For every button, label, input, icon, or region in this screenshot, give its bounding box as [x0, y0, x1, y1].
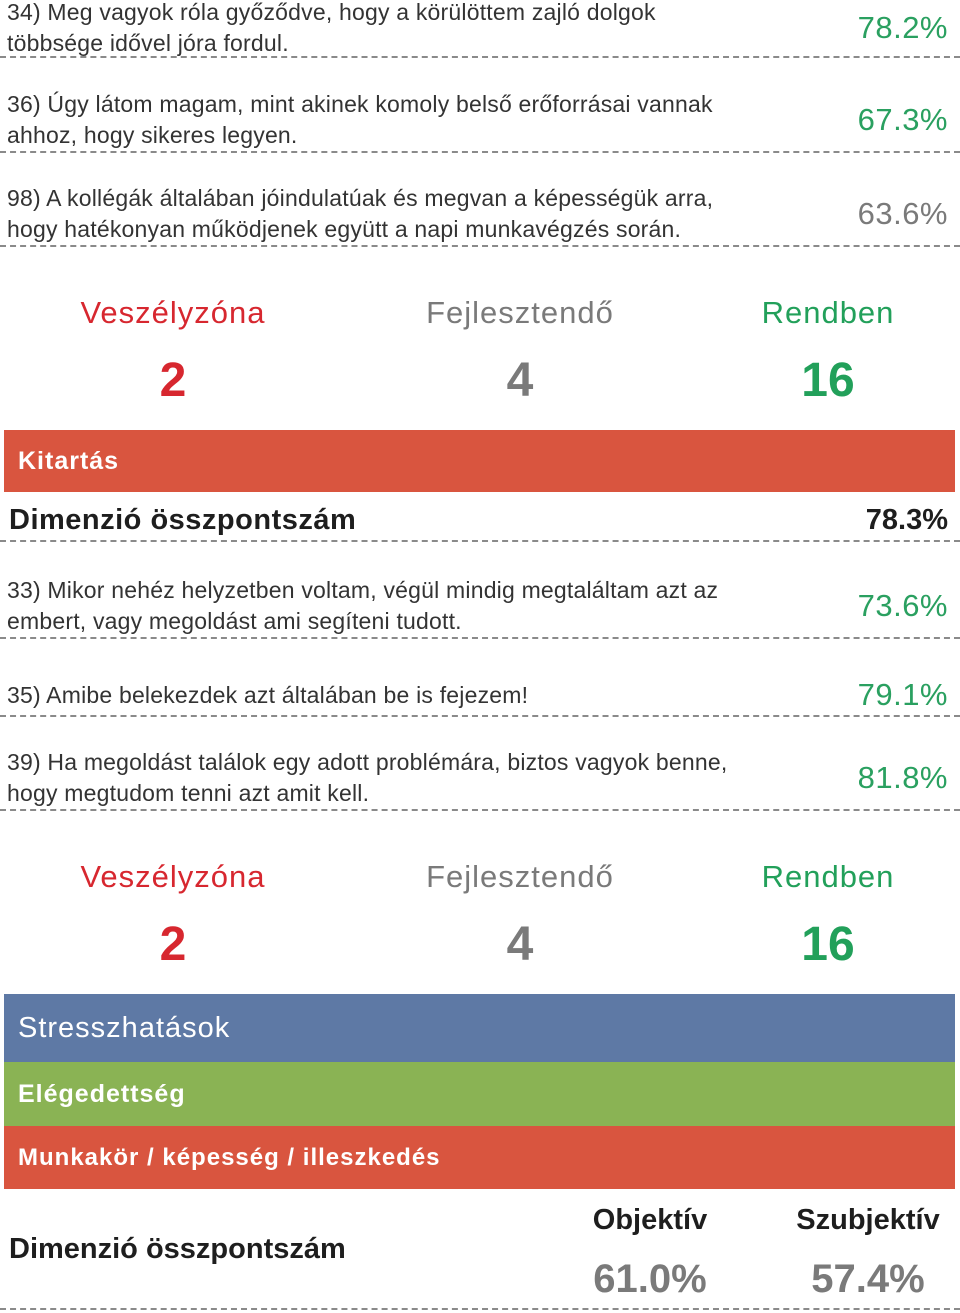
ok-zone: Rendben 16 [678, 295, 960, 408]
subjective-label: Szubjektív [796, 1204, 940, 1236]
question-text: 33) Mikor nehéz helyzetben voltam, végül… [7, 577, 719, 634]
question-row: 34) Meg vagyok róla győződve, hogy a kör… [0, 0, 960, 58]
ok-zone-count: 16 [801, 918, 855, 971]
dimension-score-row: Dimenzió összpontszám 78.3% [0, 500, 960, 542]
section-header-kitartas: Kitartás [4, 430, 955, 492]
question-text: 39) Ha megoldást találok egy adott probl… [7, 748, 728, 806]
dimension-score-label: Dimenzió összpontszám [9, 503, 357, 536]
to-develop-label: Fejlesztendő [426, 859, 614, 894]
question-row: 36) Úgy látom magam, mint akinek komoly … [0, 88, 960, 153]
status-summary: Veszélyzóna 2 Fejlesztendő 4 Rendben 16 [0, 859, 960, 979]
subjective-value: 57.4% [811, 1257, 925, 1301]
ok-zone: Rendben 16 [678, 859, 960, 972]
ok-zone-label: Rendben [761, 295, 895, 330]
question-percent: 63.6% [857, 196, 948, 231]
question-percent: 67.3% [857, 101, 948, 137]
section-title: Stresszhatások [18, 1011, 231, 1044]
subjective-column: Szubjektív 57.4% [768, 1204, 960, 1302]
to-develop-label: Fejlesztendő [426, 295, 614, 330]
section-title: Munkakör / képesség / illeszkedés [18, 1143, 441, 1171]
section-header-job-fit: Munkakör / képesség / illeszkedés [4, 1126, 955, 1189]
section-header-stress: Stresszhatások [4, 994, 955, 1062]
question-row: 35) Amibe belekezdek azt általában be is… [0, 675, 960, 717]
objective-label: Objektív [592, 1204, 708, 1236]
danger-zone-count: 2 [159, 354, 187, 407]
danger-zone: Veszélyzóna 2 [23, 295, 323, 408]
to-develop: Fejlesztendő 4 [370, 295, 670, 408]
ok-zone-count: 16 [801, 354, 855, 407]
section-title: Kitartás [18, 446, 120, 475]
question-percent: 81.8% [857, 759, 948, 795]
question-row: 39) Ha megoldást találok egy adott probl… [0, 746, 960, 811]
danger-zone-label: Veszélyzóna [80, 295, 266, 330]
danger-zone-count: 2 [159, 918, 187, 971]
to-develop-count: 4 [506, 918, 534, 971]
question-row: 33) Mikor nehéz helyzetben voltam, végül… [0, 575, 960, 639]
question-text: 34) Meg vagyok róla győződve, hogy a kör… [7, 0, 656, 56]
section-title: Elégedettség [18, 1079, 186, 1108]
dimension-score-label: Dimenzió összpontszám [9, 1233, 346, 1265]
dimension-score-value: 78.3% [865, 503, 948, 536]
to-develop: Fejlesztendő 4 [370, 859, 670, 972]
danger-zone: Veszélyzóna 2 [23, 859, 323, 972]
question-percent: 78.2% [857, 10, 948, 45]
ok-zone-label: Rendben [761, 859, 895, 894]
question-text: 98) A kollégák általában jóindulatúak és… [7, 185, 714, 242]
question-row: 98) A kollégák általában jóindulatúak és… [0, 183, 960, 247]
dimension-score-summary: Dimenzió összpontszám Objektív 61.0% Szu… [0, 1200, 960, 1310]
question-text: 36) Úgy látom magam, mint akinek komoly … [7, 90, 713, 148]
to-develop-count: 4 [506, 354, 534, 407]
question-percent: 73.6% [857, 588, 948, 623]
section-header-satisfaction: Elégedettség [4, 1062, 955, 1126]
danger-zone-label: Veszélyzóna [80, 859, 266, 894]
objective-value: 61.0% [593, 1257, 707, 1301]
objective-column: Objektív 61.0% [550, 1204, 750, 1302]
question-text: 35) Amibe belekezdek azt általában be is… [7, 681, 529, 708]
status-summary: Veszélyzóna 2 Fejlesztendő 4 Rendben 16 [0, 295, 960, 415]
question-percent: 79.1% [857, 677, 948, 712]
